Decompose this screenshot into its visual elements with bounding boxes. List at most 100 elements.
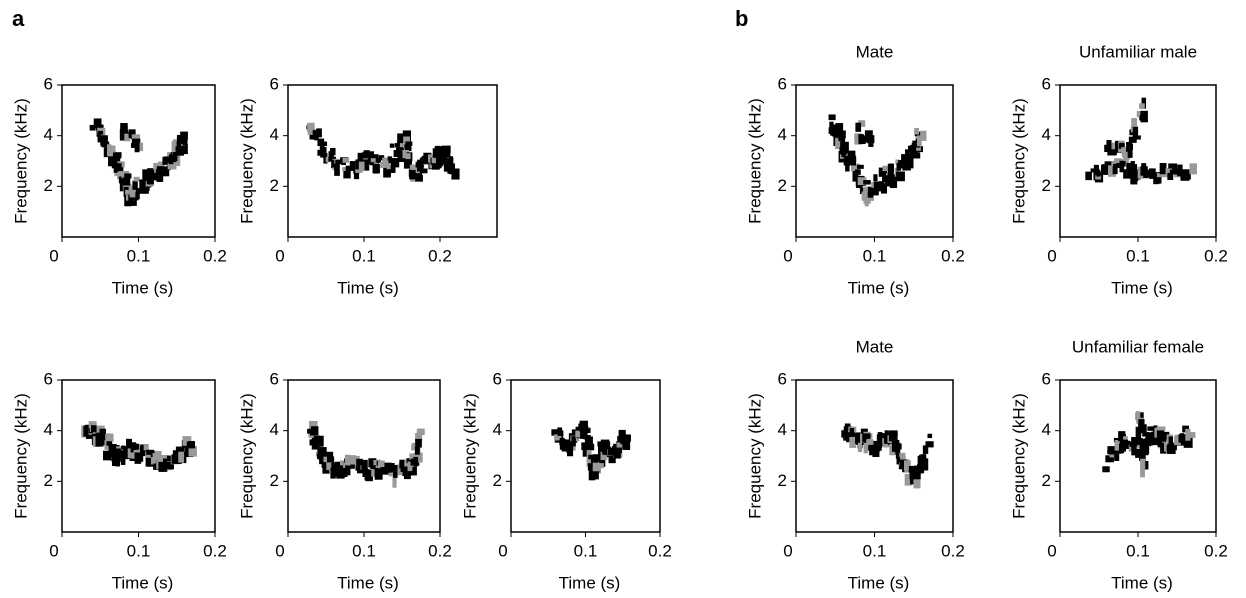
spectrogram-pixel [314, 133, 319, 141]
spectrogram-pixel [899, 452, 906, 458]
spectrogram-pixel [885, 175, 891, 187]
spectrogram-pixel [376, 157, 381, 163]
spectrogram-pixel [1184, 172, 1191, 180]
spectrogram-pixel [158, 161, 165, 168]
spectrogram-pixel [134, 443, 140, 450]
x-tick-label: 0 [49, 246, 58, 265]
spectrogram-pixel [1156, 426, 1166, 431]
spectrogram-pixel [914, 127, 920, 135]
spectrogram-pixel [325, 156, 331, 163]
spectrogram-pixel [618, 429, 626, 439]
spectrogram-pixel [1188, 432, 1196, 439]
spectrogram-pixel [158, 461, 168, 472]
spectrogram-pixel [566, 442, 572, 454]
spectrogram-pixel [108, 156, 114, 167]
x-tick-label: 0.1 [1126, 246, 1150, 265]
spectrogram-pixel [1139, 439, 1145, 447]
spectrogram-pixel [1108, 447, 1115, 455]
spectrogram-pixel [403, 156, 413, 169]
spectrogram-pixel [405, 141, 413, 146]
x-tick-label: 0.2 [203, 541, 227, 560]
spectrogram-pixel [575, 426, 581, 433]
x-axis-label: Time (s) [112, 573, 174, 592]
spectrogram-pixel [330, 147, 336, 156]
spectrogram-pixel [415, 172, 423, 182]
spectrogram-pixel [114, 450, 121, 461]
spectrogram-pixel [925, 441, 934, 448]
spectrogram-pixel [129, 450, 136, 456]
spectrogram-pixel [319, 144, 325, 155]
spectrogram-pixel [867, 194, 874, 201]
spectrogram-pixel [383, 168, 391, 178]
spectrogram-pixel [334, 163, 340, 176]
spectrogram-pixel [868, 444, 875, 451]
spectrogram-pixel [1140, 448, 1149, 456]
spectrogram-pixel [905, 149, 910, 158]
y-tick-label: 4 [1042, 420, 1051, 439]
spectrogram-pixel [328, 151, 334, 160]
plot: 0 0.1 0.2 2 4 6 Time (s) Frequency (kHz) Mate [745, 42, 964, 297]
spectrogram-pixel [882, 165, 891, 172]
spectrogram-pixel [95, 437, 104, 447]
spectrogram-pixel [172, 152, 178, 162]
spectrogram-pixel [841, 152, 846, 158]
spectrogram-pixel [849, 436, 857, 448]
spectrogram-pixel [888, 163, 894, 170]
spectrogram-pixel [342, 167, 349, 172]
spectrogram-pixel [146, 449, 154, 455]
spectrogram-pixel [440, 151, 447, 159]
spectrogram-pixel [847, 150, 856, 158]
spectrogram-pixel [402, 459, 407, 468]
spectrogram-pixel [111, 456, 117, 467]
plot-title: Mate [856, 337, 894, 356]
spectrogram-pixel [1168, 436, 1174, 446]
x-axis-label: Time (s) [848, 573, 910, 592]
spectrogram-pixel [414, 446, 420, 455]
spectrogram-pixel [587, 463, 593, 471]
spectrogram-pixel [387, 156, 393, 161]
spectrogram-pixel [913, 152, 921, 159]
spectrogram-pixel [1132, 173, 1141, 180]
spectrogram-pixel [317, 447, 327, 455]
spectrogram-pixel [134, 141, 140, 153]
spectrogram-pixel [1107, 165, 1116, 177]
spectrogram-pixel [1142, 432, 1150, 437]
spectrogram-pixel [1114, 439, 1120, 451]
y-tick-label: 2 [270, 176, 279, 195]
spectrogram-pixel [904, 157, 914, 169]
spectrogram-pixel [1156, 172, 1162, 184]
spectrogram-pixel [1147, 426, 1156, 431]
spectrogram-pixel [441, 145, 451, 153]
x-axis-label: Time (s) [337, 278, 399, 297]
spectrogram-pixel [436, 154, 444, 167]
x-tick-label: 0.2 [941, 541, 965, 560]
spectrogram-pixel [584, 436, 593, 446]
spectrogram-pixel [1131, 118, 1138, 129]
spectrogram-pixel [1128, 444, 1134, 452]
x-tick-label: 0 [1047, 246, 1056, 265]
plot: 0 0.1 0.2 2 4 6 Time (s) Frequency (kHz) [237, 74, 498, 297]
spectrogram-pixel [828, 114, 836, 121]
x-tick-label: 0 [783, 541, 792, 560]
spectrogram-pixel [1140, 110, 1148, 123]
axes-box [287, 84, 498, 238]
spectrogram-pixel [116, 446, 122, 451]
spectrogram-pixel [125, 189, 130, 195]
spectrogram-pixel [1122, 151, 1130, 160]
spectrogram-pixel [167, 163, 177, 170]
x-tick-label: 0.2 [203, 246, 227, 265]
spectrogram-pixel [1159, 431, 1164, 441]
spectrogram-pixel [571, 436, 576, 447]
x-tick-label: 0 [49, 541, 58, 560]
spectrogram-pixel [585, 443, 595, 451]
x-tick-label: 0.2 [941, 246, 965, 265]
spectrogram-pixel [138, 454, 144, 462]
spectrogram-pixel [1138, 424, 1147, 434]
spectrogram-pixel [124, 196, 132, 207]
spectrogram-pixel [863, 442, 869, 454]
spectrogram-pixel [133, 176, 140, 182]
spectrogram-pixel [582, 444, 588, 457]
spectrogram-pixel [89, 124, 96, 131]
spectrogram-pixel [391, 464, 398, 472]
spectrogram-pixel [858, 120, 866, 127]
